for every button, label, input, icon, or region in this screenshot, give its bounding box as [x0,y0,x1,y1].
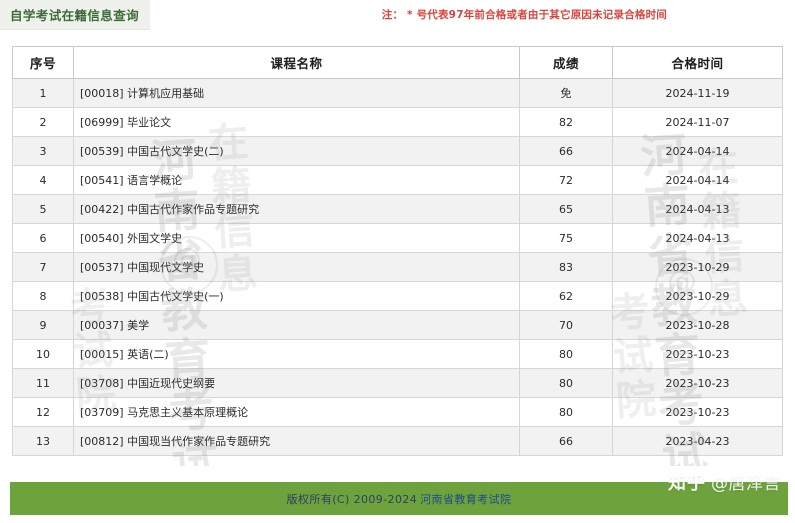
cell-score: 66 [519,426,613,456]
cell-date: 2023-10-29 [612,281,783,311]
table-header: 序号 课程名称 成绩 合格时间 [12,46,783,79]
cell-index: 11 [12,368,74,398]
table-row: 8 [00538] 中国古代文学史(一) 62 2023-10-29 [12,281,783,311]
cell-course: [00037] 美学 [73,310,520,340]
top-bar: 自学考试在籍信息查询 注： * 号代表97年前合格或者由于其它原因未记录合格时间 [0,0,795,32]
cell-course: [00812] 中国现当代作家作品专题研究 [73,426,520,456]
table-header-row: 序号 课程名称 成绩 合格时间 [12,46,783,79]
cell-course: [00541] 语言学概论 [73,165,520,195]
cell-course: [00538] 中国古代文学史(一) [73,281,520,311]
footer-organization: 河南省教育考试院 [420,492,512,506]
cell-score: 80 [519,397,613,427]
cell-index: 13 [12,426,74,456]
cell-score: 72 [519,165,613,195]
cell-course: [03709] 马克思主义基本原理概论 [73,397,520,427]
table-row: 13 [00812] 中国现当代作家作品专题研究 66 2023-04-23 [12,426,783,456]
table-row: 5 [00422] 中国古代作家作品专题研究 65 2024-04-13 [12,194,783,224]
grades-table: 序号 课程名称 成绩 合格时间 1 [00018] 计算机应用基础免 2024-11… [12,46,783,456]
table-row: 7 [00537] 中国现代文学史 83 2023-10-29 [12,252,783,282]
cell-index: 1 [12,78,74,108]
cell-score: 75 [519,223,613,253]
cell-date: 2023-04-23 [612,426,783,456]
cell-date: 2024-04-14 [612,165,783,195]
cell-course: [00537] 中国现代文学史 [73,252,520,282]
cell-course: [00540] 外国文学史 [73,223,520,253]
table-row: 1 [00018] 计算机应用基础免 2024-11-19 [12,78,783,108]
table-row: 6 [00540] 外国文学史 75 2024-04-13 [12,223,783,253]
table-row: 10 [00015] 英语(二) 80 2023-10-23 [12,339,783,369]
cell-index: 10 [12,339,74,369]
cell-date: 2023-10-23 [612,368,783,398]
cell-score: 82 [519,107,613,137]
cell-date: 2023-10-23 [612,339,783,369]
cell-score: 65 [519,194,613,224]
cell-index: 8 [12,281,74,311]
cell-score: 70 [519,310,613,340]
cell-index: 3 [12,136,74,166]
page-title-tab: 自学考试在籍信息查询 [0,0,150,30]
cell-score: 62 [519,281,613,311]
table-body: 1 [00018] 计算机应用基础免 2024-11-19 2 [06999] 毕业论文… [12,78,783,456]
footer-bar: 版权所有(C) 2009-2024 河南省教育考试院 [10,482,788,515]
cell-date: 2023-10-23 [612,397,783,427]
table-row: 11 [03708] 中国近现代史纲要 80 2023-10-23 [12,368,783,398]
asterisk-note: 注： * 号代表97年前合格或者由于其它原因未记录合格时间 [381,9,667,21]
table-row: 3 [00539] 中国古代文学史(二) 66 2024-04-14 [12,136,783,166]
cell-index: 9 [12,310,74,340]
page-title: 自学考试在籍信息查询 [10,8,140,23]
column-header-course: 课程名称 [73,46,520,79]
footer-copyright-text: 版权所有(C) 2009-2024 [286,492,418,506]
cell-index: 4 [12,165,74,195]
grades-table-container: 序号 课程名称 成绩 合格时间 1 [00018] 计算机应用基础免 2024-11… [12,46,783,456]
table-row: 4 [00541] 语言学概论 72 2024-04-14 [12,165,783,195]
cell-date: 2023-10-28 [612,310,783,340]
table-row: 2 [06999] 毕业论文 82 2024-11-07 [12,107,783,137]
cell-course: [00539] 中国古代文学史(二) [73,136,520,166]
cell-score: 80 [519,368,613,398]
cell-score: 83 [519,252,613,282]
cell-date: 2024-04-13 [612,194,783,224]
cell-course: [03708] 中国近现代史纲要 [73,368,520,398]
column-header-index: 序号 [12,46,74,79]
cell-date: 2024-04-13 [612,223,783,253]
cell-date: 2024-11-19 [612,78,783,108]
table-row: 9 [00037] 美学 70 2023-10-28 [12,310,783,340]
cell-index: 5 [12,194,74,224]
cell-date: 2023-10-29 [612,252,783,282]
cell-date: 2024-11-07 [612,107,783,137]
cell-course: [00018] 计算机应用基础 [73,78,520,108]
cell-index: 12 [12,397,74,427]
cell-score: 80 [519,339,613,369]
column-header-score: 成绩 [519,46,613,79]
footer-copyright: 版权所有(C) 2009-2024 河南省教育考试院 [287,491,512,507]
cell-date: 2024-04-14 [612,136,783,166]
column-header-date: 合格时间 [612,46,783,79]
cell-score: 免 [519,78,613,108]
cell-index: 6 [12,223,74,253]
cell-course: [00422] 中国古代作家作品专题研究 [73,194,520,224]
cell-course: [06999] 毕业论文 [73,107,520,137]
table-row: 12 [03709] 马克思主义基本原理概论 80 2023-10-23 [12,397,783,427]
cell-index: 7 [12,252,74,282]
cell-course: [00015] 英语(二) [73,339,520,369]
cell-index: 2 [12,107,74,137]
cell-score: 66 [519,136,613,166]
